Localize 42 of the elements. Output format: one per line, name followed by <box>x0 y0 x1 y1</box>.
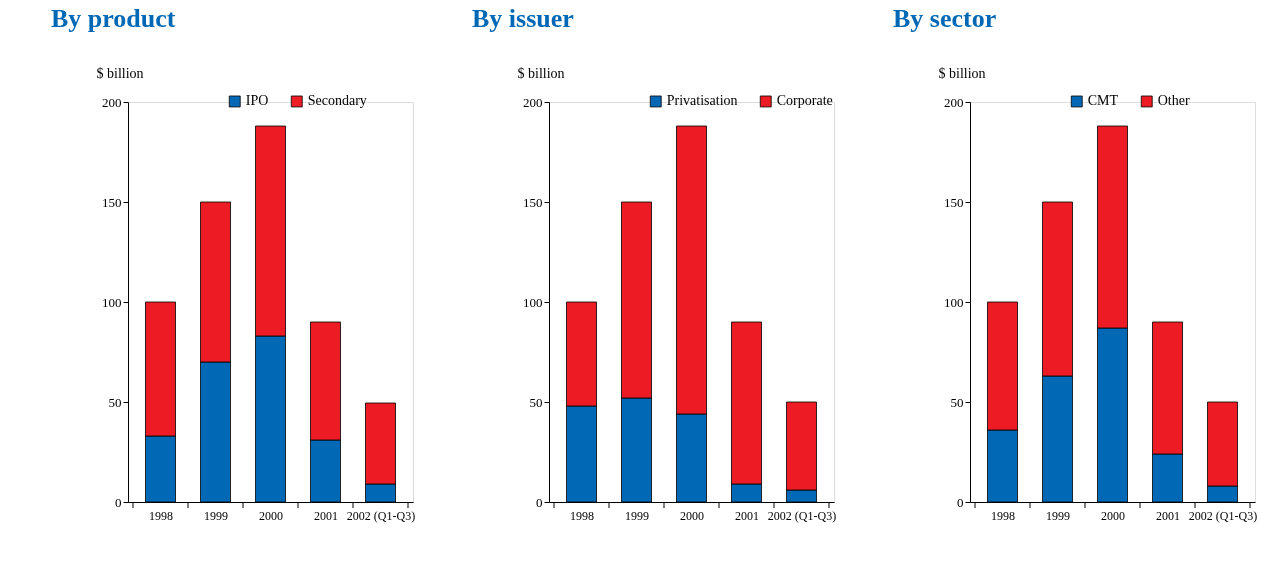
y-tick-label: 0 <box>536 494 543 510</box>
y-tick-label: 150 <box>944 194 964 210</box>
x-tick-label: 2002 (Q1-Q3) <box>1188 508 1258 523</box>
chart-title: By issuer <box>472 4 574 33</box>
x-tick-label: 2001 <box>314 508 338 523</box>
x-tick-label: 2000 <box>1101 508 1125 523</box>
chart-title: By product <box>51 4 176 33</box>
y-tick-label: 100 <box>944 294 964 310</box>
legend-label: IPO <box>245 93 269 109</box>
y-tick-label: 0 <box>115 494 122 510</box>
legend-label: Corporate <box>776 93 833 109</box>
y-tick-label: 150 <box>102 194 122 210</box>
y-tick-label: 50 <box>108 394 122 410</box>
x-tick-label: 1998 <box>570 508 594 523</box>
legend-label: Privatisation <box>666 93 738 109</box>
x-tick-label: 1999 <box>625 508 649 523</box>
y-tick-label: 200 <box>523 94 543 110</box>
x-tick-label: 2000 <box>259 508 283 523</box>
y-tick-label: 100 <box>102 294 122 310</box>
y-tick-label: 200 <box>944 94 964 110</box>
legend-label: Other <box>1157 93 1190 109</box>
x-tick-label: 2001 <box>1156 508 1180 523</box>
y-tick-label: 50 <box>529 394 543 410</box>
y-tick-label: 0 <box>957 494 964 510</box>
x-tick-label: 2000 <box>680 508 704 523</box>
y-tick-label: 150 <box>523 194 543 210</box>
y-tick-label: 200 <box>102 94 122 110</box>
x-tick-label: 1999 <box>204 508 228 523</box>
y-axis-title: $ billion <box>517 65 565 81</box>
y-axis-title: $ billion <box>96 65 144 81</box>
x-tick-label: 1998 <box>149 508 173 523</box>
legend-label: Secondary <box>307 93 367 109</box>
y-axis-title: $ billion <box>938 65 986 81</box>
y-tick-label: 100 <box>523 294 543 310</box>
x-tick-label: 2002 (Q1-Q3) <box>346 508 416 523</box>
x-tick-label: 1998 <box>991 508 1015 523</box>
chart-title: By sector <box>893 4 997 33</box>
y-tick-label: 50 <box>950 394 964 410</box>
x-tick-label: 2002 (Q1-Q3) <box>767 508 837 523</box>
x-tick-label: 1999 <box>1046 508 1070 523</box>
legend-label: CMT <box>1087 93 1119 109</box>
x-tick-label: 2001 <box>735 508 759 523</box>
